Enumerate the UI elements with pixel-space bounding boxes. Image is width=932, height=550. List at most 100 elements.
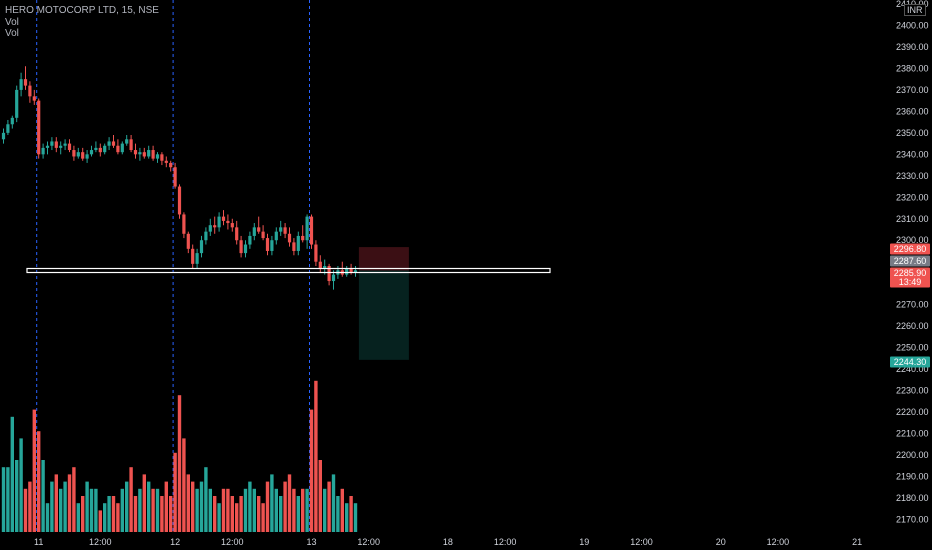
candle-body (353, 270, 358, 273)
volume-bar (72, 467, 76, 532)
candle-body (283, 227, 287, 234)
currency-badge[interactable]: INR (904, 4, 926, 16)
volume-bar (32, 409, 36, 532)
candle-body (314, 244, 318, 262)
volume-bar (28, 481, 32, 532)
candle-body (349, 268, 353, 273)
volume-legend-2[interactable]: Vol (5, 28, 19, 39)
candle-body (107, 141, 111, 146)
price-label-tag (890, 276, 930, 288)
candle-body (248, 235, 252, 245)
volume-bar (243, 488, 248, 532)
candle-body (173, 167, 177, 187)
volume-bar (129, 467, 133, 532)
candle-body (191, 248, 195, 264)
price-candles (1, 66, 358, 290)
volume-bar (226, 488, 230, 532)
chart-legend: HERO MOTOCORP LTD, 15, NSE Vol Vol (5, 5, 159, 40)
volume-bar (59, 488, 63, 532)
volume-bar (323, 488, 327, 532)
candle-body (76, 152, 80, 157)
take-profit-zone[interactable] (358, 270, 409, 360)
stop-loss-zone[interactable] (358, 247, 409, 271)
volume-bars (1, 380, 358, 532)
time-tick-label: 18 (443, 537, 453, 547)
price-tick-label: 2170.00 (896, 514, 929, 524)
time-tick-label: 12:00 (767, 537, 790, 547)
session-breaks (36, 0, 310, 534)
time-tick-label: 20 (716, 537, 726, 547)
volume-bar (10, 416, 14, 532)
price-tick-label: 2270.00 (896, 300, 929, 310)
candle-body (323, 266, 327, 269)
volume-bar (336, 496, 340, 532)
price-tick-label: 2220.00 (896, 407, 929, 417)
volume-bar (239, 496, 243, 532)
volume-bar (138, 488, 142, 532)
time-tick-label: 13 (306, 537, 316, 547)
volume-bar (125, 481, 129, 532)
candle-body (318, 261, 322, 269)
candle-body (10, 117, 14, 125)
time-tick-label: 12:00 (221, 537, 244, 547)
volume-bar (120, 488, 124, 532)
volume-bar (309, 409, 314, 532)
candle-body (116, 145, 120, 153)
horizontal-level[interactable] (26, 267, 551, 274)
volume-bar (265, 481, 270, 532)
candle-body (235, 227, 239, 241)
candle-body (274, 231, 278, 241)
volume-bar (261, 503, 265, 532)
candle-body (147, 150, 151, 157)
volume-bar (340, 488, 344, 532)
volume-legend-1[interactable]: Vol (5, 16, 19, 28)
price-tick-label: 2320.00 (896, 192, 929, 202)
candle-body (32, 96, 36, 101)
candle-body (252, 227, 256, 236)
candle-body (301, 235, 305, 241)
price-tick-label: 2230.00 (896, 386, 929, 396)
volume-bar (287, 474, 292, 532)
price-label-text: 2287.60 (894, 256, 927, 266)
volume-bar (177, 395, 182, 532)
candle-body (213, 225, 217, 228)
price-tick-label: 2180.00 (896, 493, 929, 503)
volume-bar (23, 488, 28, 532)
candle-body (292, 242, 296, 251)
candle-body (63, 143, 67, 146)
candle-body (142, 152, 146, 157)
volume-bar (283, 481, 287, 532)
symbol-title[interactable]: HERO MOTOCORP LTD, 15, NSE (5, 5, 159, 16)
candle-body (226, 220, 230, 224)
volume-bar (186, 474, 190, 532)
price-label-tag (890, 356, 930, 368)
volume-bar (164, 481, 168, 532)
volume-bar (182, 438, 186, 532)
candle-body (177, 186, 182, 215)
candle-body (85, 154, 89, 159)
volume-bar (199, 481, 204, 532)
volume-bar (94, 488, 98, 532)
volume-bar (147, 481, 151, 532)
price-tick-label: 2380.00 (896, 63, 929, 73)
volume-bar (15, 460, 19, 532)
volume-bar (195, 488, 199, 532)
support-level-box[interactable] (26, 267, 551, 274)
candle-body (37, 100, 41, 155)
candle-body (103, 145, 107, 153)
volume-bar (331, 474, 336, 532)
volume-bar (6, 467, 10, 532)
position-zones[interactable] (358, 247, 409, 360)
volume-bar (155, 488, 160, 532)
time-tick-label: 12:00 (89, 537, 112, 547)
candle-body (287, 233, 292, 243)
time-axis[interactable]: 11 12:00 12 12:00 13 12:00 18 12:00 19 12:00 20 12:… (34, 537, 862, 547)
candle-body (305, 216, 309, 241)
price-tick-label: 2360.00 (896, 106, 929, 116)
candle-body (195, 253, 199, 264)
price-tick-label: 2400.00 (896, 20, 929, 30)
price-tick-label: 2240.00 (896, 364, 929, 374)
price-tick-label: 2260.00 (896, 321, 929, 331)
candle-body (81, 152, 85, 159)
